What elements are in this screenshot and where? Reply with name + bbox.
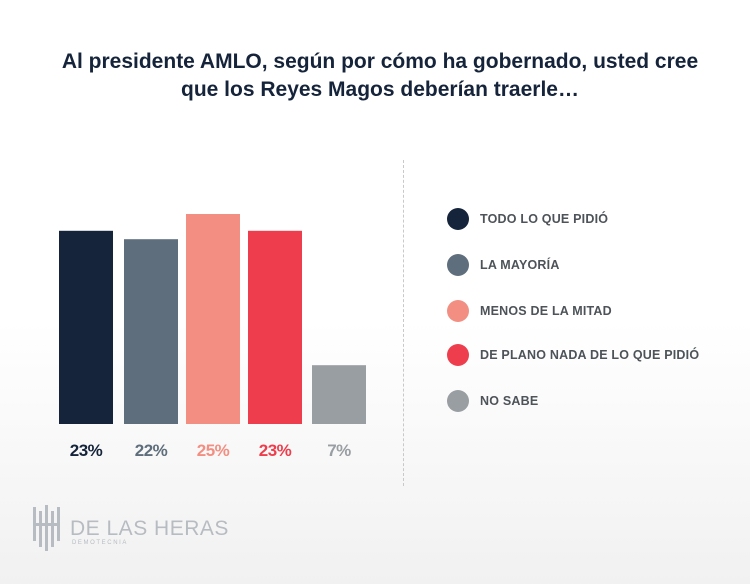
brand-logo: DE LAS HERAS DEMOTECNIA (32, 503, 232, 555)
bar-4 (248, 230, 302, 424)
legend-swatch (447, 254, 469, 276)
data-label-1: 23% (70, 441, 103, 460)
chart-divider (403, 160, 404, 486)
columns-logo-icon (33, 505, 60, 551)
data-label-2: 22% (135, 441, 168, 460)
brand-subtitle: DEMOTECNIA (72, 540, 129, 546)
legend-item-todo: TODO LO QUE PIDIÓ (447, 208, 737, 232)
legend-item-menos: MENOS DE LA MITAD (447, 300, 737, 324)
data-label-3: 25% (197, 441, 230, 460)
bar-chart: 23% 22% 25% 23% 7% (59, 214, 366, 460)
legend-label: TODO LO QUE PIDIÓ (480, 212, 609, 226)
legend-label: LA MAYORÍA (480, 258, 560, 272)
legend-swatch (447, 390, 469, 412)
legend-label: NO SABE (480, 394, 539, 408)
legend-item-nada: DE PLANO NADA DE LO QUE PIDIÓ (447, 344, 737, 368)
legend-label: MENOS DE LA MITAD (480, 304, 612, 318)
legend-item-nosabe: NO SABE (447, 390, 737, 414)
chart-title-line-2: que los Reyes Magos deberían traerle… (181, 78, 579, 101)
data-label-5: 7% (327, 441, 351, 460)
legend-swatch (447, 344, 469, 366)
brand-name: DE LAS HERAS (70, 517, 229, 540)
bar-3 (186, 214, 240, 424)
bar-5 (312, 365, 366, 424)
legend-swatch (447, 208, 469, 230)
data-label-4: 23% (259, 441, 292, 460)
legend-label: DE PLANO NADA DE LO QUE PIDIÓ (480, 348, 700, 362)
chart-title-line-1: Al presidente AMLO, según por cómo ha go… (61, 50, 699, 73)
bar-1 (59, 230, 113, 424)
chart-title: Al presidente AMLO, según por cómo ha go… (40, 48, 720, 104)
legend-item-mayoria: LA MAYORÍA (447, 254, 737, 278)
bar-2 (124, 239, 178, 424)
legend-swatch (447, 300, 469, 322)
